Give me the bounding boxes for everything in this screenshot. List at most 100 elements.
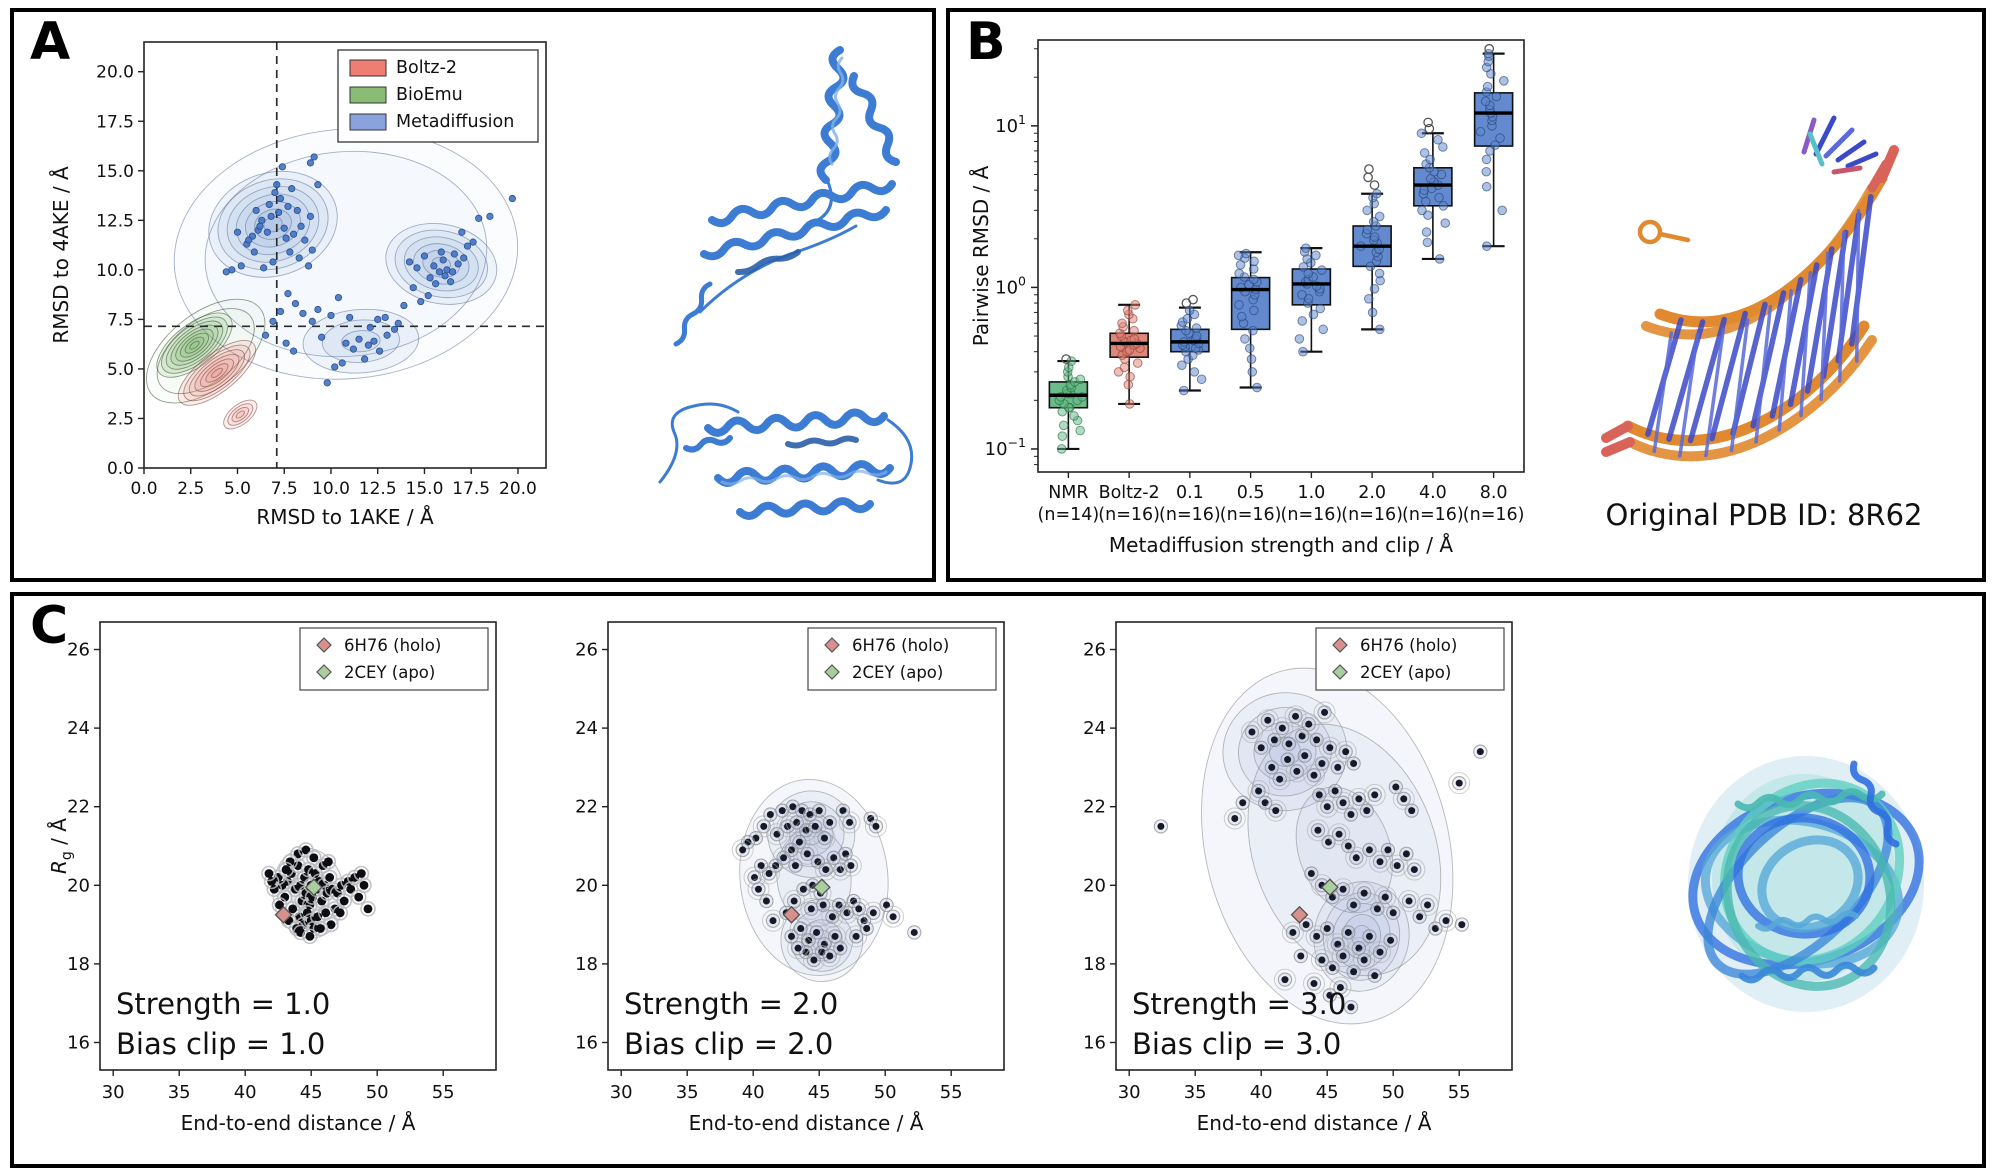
- svg-text:4.0: 4.0: [1419, 483, 1447, 503]
- svg-text:0.1: 0.1: [1176, 483, 1204, 503]
- svg-text:26: 26: [67, 640, 90, 661]
- svg-text:Strength = 3.0: Strength = 3.0: [1132, 987, 1346, 1021]
- svg-text:0.0: 0.0: [107, 459, 134, 479]
- svg-text:End-to-end distance / Å: End-to-end distance / Å: [1197, 1111, 1432, 1135]
- svg-text:5.0: 5.0: [224, 479, 251, 499]
- svg-text:(n=16): (n=16): [1341, 505, 1403, 525]
- svg-text:2CEY (apo): 2CEY (apo): [1360, 663, 1451, 682]
- svg-text:(n=16): (n=16): [1463, 505, 1525, 525]
- svg-text:6H76 (holo): 6H76 (holo): [344, 636, 441, 655]
- svg-text:50: 50: [366, 1082, 389, 1103]
- svg-text:1.0: 1.0: [1297, 483, 1325, 503]
- svg-text:35: 35: [1184, 1082, 1207, 1103]
- svg-text:35: 35: [676, 1082, 699, 1103]
- svg-text:15.0: 15.0: [406, 479, 444, 499]
- svg-text:22: 22: [67, 797, 90, 818]
- svg-text:16: 16: [575, 1032, 598, 1053]
- svg-text:16: 16: [1083, 1032, 1106, 1053]
- svg-text:26: 26: [575, 640, 598, 661]
- svg-text:NMR: NMR: [1048, 483, 1088, 503]
- svg-text:(n=16): (n=16): [1098, 505, 1160, 525]
- panel-b-right-column: Original PDB ID: 8R62: [1564, 26, 1964, 532]
- svg-text:26: 26: [1083, 640, 1106, 661]
- panel-a: A 0.0 2.5 5.0 7.5 10.0 12.5 15.0 17.5 20.0 0.0 2.5…: [10, 8, 936, 582]
- svg-text:(n=16): (n=16): [1402, 505, 1464, 525]
- svg-text:24: 24: [67, 718, 90, 739]
- svg-text:2.5: 2.5: [107, 409, 134, 429]
- svg-text:12.5: 12.5: [96, 211, 134, 231]
- svg-text:30: 30: [102, 1082, 125, 1103]
- svg-text:45: 45: [300, 1082, 323, 1103]
- svg-text:BioEmu: BioEmu: [396, 85, 463, 105]
- panel-c-subplot-strength-1-chart: 30 35 40 45 50 55 16 18 20 22 24 26 End-to-end dista…: [47, 621, 497, 1135]
- svg-text:20.0: 20.0: [96, 63, 134, 83]
- svg-text:55: 55: [432, 1082, 455, 1103]
- svg-text:Bias clip = 2.0: Bias clip = 2.0: [624, 1027, 833, 1061]
- svg-text:18: 18: [1083, 954, 1106, 975]
- svg-text:5.0: 5.0: [107, 360, 134, 380]
- svg-text:Strength = 2.0: Strength = 2.0: [624, 987, 838, 1021]
- svg-text:2CEY (apo): 2CEY (apo): [852, 663, 943, 682]
- svg-text:12.5: 12.5: [359, 479, 397, 499]
- svg-text:Metadiffusion: Metadiffusion: [396, 112, 514, 132]
- panel-b-nucleic-acid-ensemble-render: [1601, 115, 1899, 462]
- svg-text:RMSD to 4AKE / Å: RMSD to 4AKE / Å: [49, 166, 73, 344]
- svg-text:16: 16: [67, 1032, 90, 1053]
- svg-text:End-to-end distance / Å: End-to-end distance / Å: [689, 1111, 924, 1135]
- svg-text:Boltz-2: Boltz-2: [396, 58, 457, 78]
- svg-text:0.0: 0.0: [130, 479, 157, 499]
- svg-text:20: 20: [67, 875, 90, 896]
- svg-text:10.0: 10.0: [96, 261, 134, 281]
- panel-b: B 10−1 100 101 NMR (n=14) Boltz-2 (n=16) 0.1 (n=…: [946, 8, 1986, 582]
- svg-text:6H76 (holo): 6H76 (holo): [1360, 636, 1457, 655]
- svg-text:18: 18: [575, 954, 598, 975]
- svg-text:45: 45: [1316, 1082, 1339, 1103]
- svg-text:55: 55: [940, 1082, 963, 1103]
- panel-a-label: A: [30, 12, 71, 72]
- svg-text:45: 45: [808, 1082, 831, 1103]
- svg-text:17.5: 17.5: [452, 479, 490, 499]
- svg-text:15.0: 15.0: [96, 162, 134, 182]
- svg-text:18: 18: [67, 954, 90, 975]
- svg-text:Bias clip = 3.0: Bias clip = 3.0: [1132, 1027, 1341, 1061]
- svg-text:8.0: 8.0: [1480, 483, 1508, 503]
- panel-c: C 30 35 40 45 50 55 16 18 20 22 24 26 End-to-end dis…: [10, 592, 1986, 1168]
- svg-text:Strength = 1.0: Strength = 1.0: [116, 987, 330, 1021]
- svg-text:30: 30: [610, 1082, 633, 1103]
- svg-text:10.0: 10.0: [312, 479, 350, 499]
- svg-text:17.5: 17.5: [96, 112, 134, 132]
- panel-c-protein-ensemble-render: [1688, 756, 1924, 1012]
- svg-text:(n=16): (n=16): [1159, 505, 1221, 525]
- svg-text:10−1: 10−1: [985, 435, 1026, 460]
- svg-text:50: 50: [874, 1082, 897, 1103]
- svg-text:40: 40: [742, 1082, 765, 1103]
- panel-b-box-plot-chart: 10−1100101NMR(n=14)Boltz-2(n=16)0.1(n=16…: [969, 39, 1525, 557]
- svg-text:20: 20: [575, 875, 598, 896]
- svg-text:(n=16): (n=16): [1220, 505, 1282, 525]
- svg-text:6H76 (holo): 6H76 (holo): [852, 636, 949, 655]
- svg-text:7.5: 7.5: [107, 310, 134, 330]
- svg-text:Boltz-2: Boltz-2: [1099, 483, 1160, 503]
- svg-text:40: 40: [234, 1082, 257, 1103]
- svg-text:2.5: 2.5: [177, 479, 204, 499]
- panel-c-subplot-strength-2-chart: 30 35 40 45 50 55 16 18 20 22 24 26 End-to-end dista…: [575, 621, 1005, 1135]
- panel-c-subplot-strength-3-chart: 30 35 40 45 50 55 16 18 20 22 24 26 End-to-end dista…: [1083, 621, 1513, 1135]
- svg-text:Metadiffusion strength and cli: Metadiffusion strength and clip / Å: [1109, 533, 1453, 557]
- svg-text:(n=16): (n=16): [1281, 505, 1343, 525]
- svg-text:End-to-end distance / Å: End-to-end distance / Å: [181, 1111, 416, 1135]
- svg-text:RMSD to 1AKE / Å: RMSD to 1AKE / Å: [256, 505, 434, 529]
- panel-a-protein-structures-render: [658, 46, 914, 520]
- svg-text:2.0: 2.0: [1358, 483, 1386, 503]
- svg-text:0.5: 0.5: [1237, 483, 1265, 503]
- svg-text:55: 55: [1448, 1082, 1471, 1103]
- svg-text:22: 22: [575, 797, 598, 818]
- svg-text:24: 24: [1083, 718, 1106, 739]
- svg-text:(n=14): (n=14): [1038, 505, 1100, 525]
- svg-text:40: 40: [1250, 1082, 1273, 1103]
- svg-text:22: 22: [1083, 797, 1106, 818]
- svg-text:2CEY (apo): 2CEY (apo): [344, 663, 435, 682]
- svg-text:100: 100: [995, 273, 1026, 298]
- svg-text:101: 101: [995, 112, 1026, 137]
- svg-text:Pairwise RMSD / Å: Pairwise RMSD / Å: [969, 165, 993, 346]
